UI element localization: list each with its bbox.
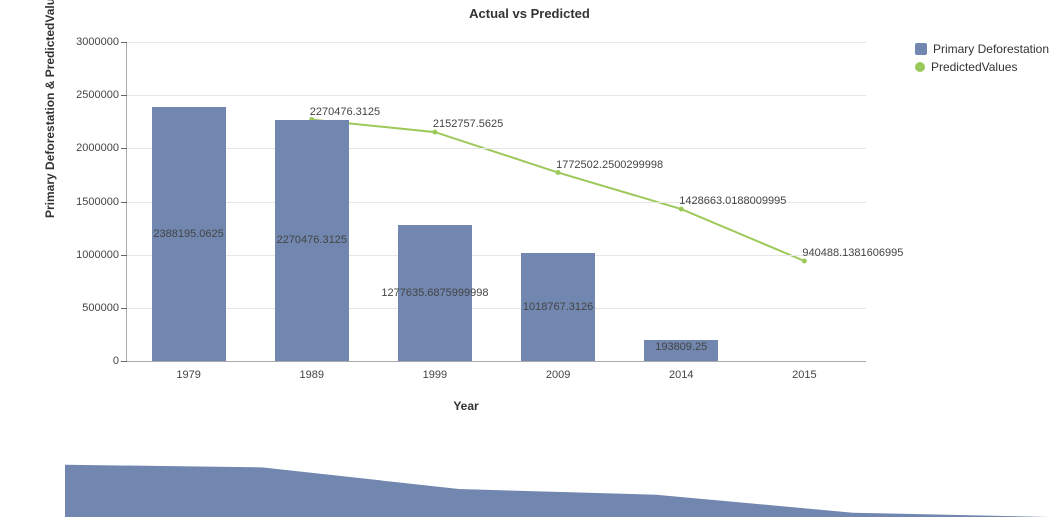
gridline [127,95,866,96]
line-marker[interactable] [679,207,684,212]
y-tick-mark [121,148,127,149]
x-tick-label: 2009 [546,369,570,381]
y-tick-mark [121,308,127,309]
legend-label-bars: Primary Deforestation [933,42,1049,56]
y-tick-label: 2000000 [76,142,119,154]
y-tick-mark [121,202,127,203]
legend-label-line: PredictedValues [931,60,1018,74]
y-tick-label: 3000000 [76,36,119,48]
x-tick-label: 2015 [792,369,816,381]
gridline [127,308,866,309]
chart-container: Actual vs Predicted Primary Deforestatio… [0,0,1059,525]
x-tick-label: 2014 [669,369,693,381]
y-tick-label: 0 [113,355,119,367]
bar[interactable] [152,107,226,361]
overview-area-chart [65,462,1050,517]
square-icon [915,43,927,55]
x-axis-title: Year [453,399,478,413]
y-tick-mark [121,95,127,96]
line-value-label: 1772502.2500299998 [556,159,663,171]
gridline [127,202,866,203]
gridline [127,42,866,43]
x-tick-label: 1999 [423,369,447,381]
bar[interactable] [521,253,595,361]
chart-title: Actual vs Predicted [0,6,1059,21]
line-marker[interactable] [802,258,807,263]
chart-area: Primary Deforestation & PredictedValues … [56,30,876,405]
plot-region[interactable]: 0500000100000015000002000000250000030000… [126,42,866,362]
x-tick-label: 1989 [300,369,324,381]
legend-item-line[interactable]: PredictedValues [915,60,1049,74]
bar[interactable] [644,340,718,361]
y-tick-mark [121,361,127,362]
y-axis-title: Primary Deforestation & PredictedValues [43,0,57,218]
circle-icon [915,62,925,72]
line-series [312,120,805,261]
y-tick-label: 500000 [82,302,119,314]
line-value-label: 2270476.3125 [310,106,380,118]
y-tick-label: 1500000 [76,196,119,208]
y-tick-label: 1000000 [76,249,119,261]
legend-item-bars[interactable]: Primary Deforestation [915,42,1049,56]
y-tick-mark [121,42,127,43]
y-tick-mark [121,255,127,256]
y-tick-label: 2500000 [76,89,119,101]
line-marker[interactable] [432,130,437,135]
legend: Primary Deforestation PredictedValues [915,42,1049,78]
line-value-label: 2152757.5625 [433,118,503,130]
line-value-label: 940488.1381606995 [802,247,903,259]
gridline [127,148,866,149]
x-tick-label: 1979 [176,369,200,381]
bar[interactable] [398,225,472,361]
overview-area [65,465,1050,517]
line-marker[interactable] [556,170,561,175]
gridline [127,255,866,256]
bar[interactable] [275,120,349,361]
overview-panel[interactable] [65,462,1050,517]
